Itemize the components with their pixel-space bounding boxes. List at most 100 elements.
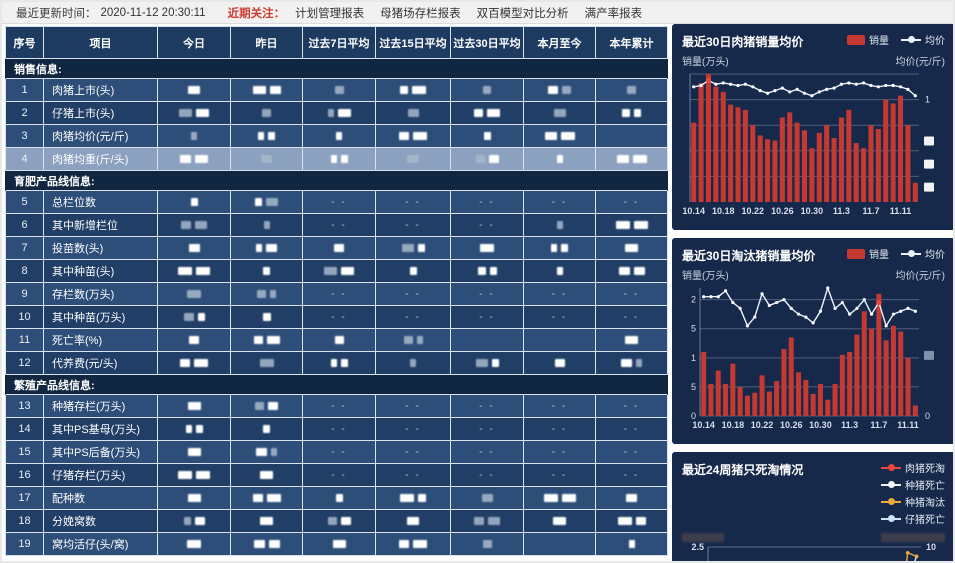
dash-value: - - [479, 220, 495, 231]
redacted-value [263, 425, 270, 434]
bar [766, 391, 772, 416]
row-label: 其中种苗(头) [43, 259, 158, 283]
redacted-value [335, 494, 343, 503]
legend-item[interactable]: 种猪淘汰 [881, 494, 945, 509]
table-row[interactable]: 7 投苗数(头) [5, 236, 668, 260]
table-cell [230, 282, 303, 306]
table-cell [595, 147, 668, 171]
dash-value: - - [623, 470, 640, 481]
table-row[interactable]: 12 代养费(元/头) [5, 351, 668, 375]
chart-title: 最近30日淘汰猪销量均价 [682, 249, 816, 263]
table-cell [595, 351, 668, 375]
dash-value: - - [479, 289, 495, 300]
table-row[interactable]: 15 其中PS后备(万头) - - - - - - - - - - [5, 440, 668, 464]
table-row[interactable]: 17 配种数 [5, 486, 668, 510]
table-row[interactable]: 18 分娩窝数 [5, 509, 668, 533]
table-cell [157, 509, 231, 533]
legend-item[interactable]: 销量 [847, 246, 889, 261]
axis-labels [682, 529, 945, 542]
table-row[interactable]: 1 肉猪上市(头) [5, 78, 668, 102]
legend-item[interactable]: 仔猪死亡 [881, 511, 945, 526]
table-row[interactable]: 6 其中新增栏位 - - - - - - [5, 213, 668, 237]
legend-item[interactable]: 均价 [901, 32, 945, 47]
legend-label: 种猪淘汰 [905, 498, 945, 509]
table-row[interactable]: 2 仔猪上市(头) [5, 101, 668, 125]
table-cell [523, 259, 596, 283]
y-tick-label: 2 [691, 295, 696, 305]
report-link[interactable]: 计划管理报表 [295, 7, 365, 20]
redacted-value [553, 109, 566, 118]
y-axis-left-label: 销量(万头) [682, 271, 729, 282]
dash-value: - - [479, 312, 495, 323]
redacted-value [621, 359, 632, 368]
legend-item[interactable]: 肉猪死淘 [881, 460, 945, 475]
legend-item[interactable]: 种猪死亡 [881, 477, 945, 492]
bar [803, 379, 809, 416]
bar [824, 125, 830, 202]
table-cell [157, 147, 231, 171]
table-row[interactable]: 5 总栏位数 - - - - - - - - - - [5, 190, 668, 214]
table-cell [523, 328, 596, 352]
table-cell [375, 236, 451, 260]
table-cell: - - [523, 440, 596, 464]
group-row: 繁殖产品线信息: [5, 374, 668, 395]
dash-value: - - [331, 401, 347, 412]
legend-label: 销量 [869, 36, 889, 47]
report-link[interactable]: 满产率报表 [584, 7, 643, 20]
table-row[interactable]: 4 肉猪均重(斤/头) [5, 147, 668, 171]
table-cell [595, 532, 668, 556]
table-row[interactable]: 9 存栏数(万头) - - - - - - - - - - [5, 282, 668, 306]
table-cell [450, 147, 524, 171]
table-cell [157, 78, 231, 102]
legend-item[interactable]: 销量 [847, 32, 889, 47]
redacted-value [477, 267, 486, 276]
table-row[interactable]: 3 肉猪均价(元/斤) [5, 124, 668, 148]
table-cell [302, 78, 376, 102]
table-cell [595, 236, 668, 260]
redacted-value [196, 109, 209, 118]
redacted-value [554, 359, 565, 368]
redacted-value [561, 244, 568, 253]
table-cell [523, 78, 596, 102]
table-cell [230, 213, 303, 237]
chart-panel: 最近30日肉猪销量均价 销量 均价 销量(万头) 均价(元/斤) 10.14 10.18 10… [672, 24, 953, 230]
update-time-label: 最近更新时间： [16, 7, 97, 20]
chart-canvas[interactable]: 2.521.51086 [682, 542, 945, 563]
redacted-value [340, 155, 348, 164]
redacted-value [334, 244, 344, 253]
table-row[interactable]: 14 其中PS基母(万头) - - - - - - - - - - [5, 417, 668, 441]
redacted-value [543, 494, 558, 503]
table-row[interactable]: 13 种猪存栏(万头) - - - - - - - - - - [5, 394, 668, 418]
redacted-value [327, 109, 334, 118]
table-cell [523, 236, 596, 260]
report-link[interactable]: 母猪场存栏报表 [380, 7, 461, 20]
bar [752, 392, 758, 416]
report-link[interactable]: 双百模型对比分析 [476, 7, 569, 20]
table-row[interactable]: 10 其中种苗(万头) - - - - - - - - - - [5, 305, 668, 329]
dash-value: - - [623, 312, 640, 323]
bar [868, 125, 874, 202]
table-row[interactable]: 16 仔猪存栏(万头) - - - - - - - - - - [5, 463, 668, 487]
legend-item[interactable]: 均价 [901, 246, 945, 261]
chart-canvas[interactable]: 10.14 10.18 10.22 10.26 10.30 11.3 11.7 11.11 1 [682, 68, 945, 218]
redacted-value [255, 198, 262, 207]
table-cell [230, 440, 303, 464]
line-swatch-icon [901, 36, 921, 43]
redacted-value [268, 402, 278, 411]
table-row[interactable]: 11 死亡率(%) [5, 328, 668, 352]
chart-canvas[interactable]: 10.14 10.18 10.22 10.26 10.30 11.3 11.7 11.11 2 5… [682, 282, 945, 432]
bar [869, 328, 875, 416]
table-row[interactable]: 8 其中种苗(头) [5, 259, 668, 283]
bar [847, 352, 853, 416]
redacted-value [407, 155, 419, 164]
redacted-value [266, 336, 280, 345]
bar [809, 148, 815, 202]
table-cell [302, 351, 376, 375]
table-cell [230, 532, 303, 556]
table-cell [523, 124, 596, 148]
table-row[interactable]: 19 窝均活仔(头/窝) [5, 532, 668, 556]
bar [796, 372, 802, 416]
bar [817, 384, 823, 416]
dash-value: - - [331, 312, 347, 323]
dash-value: - - [331, 470, 347, 481]
